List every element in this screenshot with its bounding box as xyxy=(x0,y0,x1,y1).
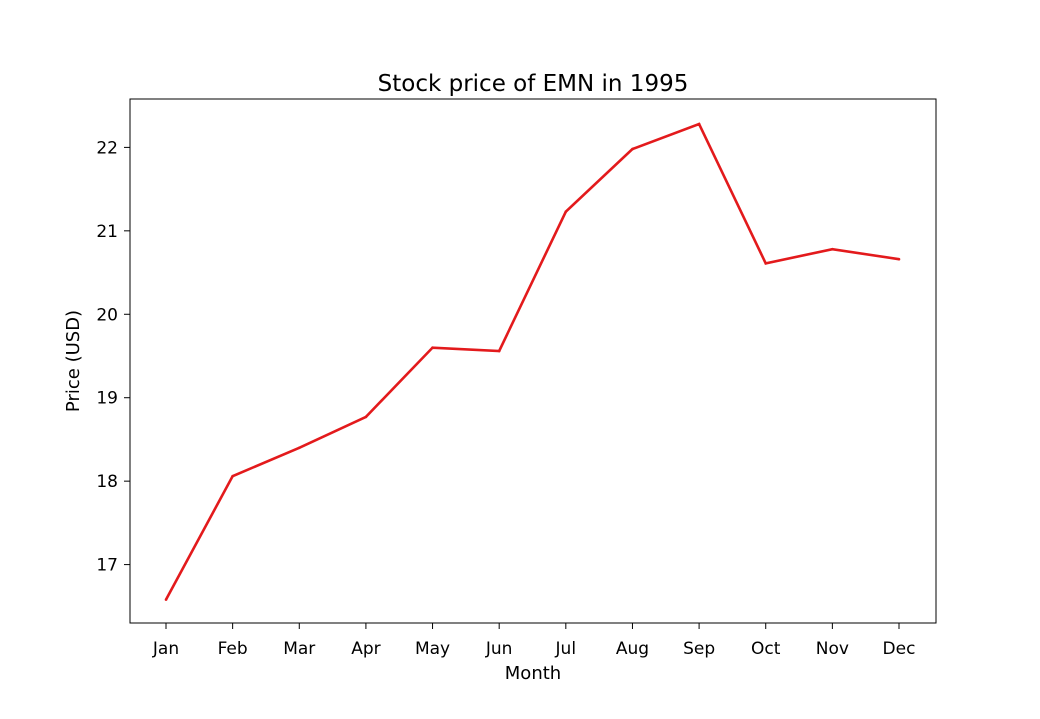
x-tick-label: Sep xyxy=(683,639,715,659)
y-tick-label: 22 xyxy=(96,138,118,158)
data-point-dec xyxy=(897,257,901,261)
series-line xyxy=(164,122,900,601)
y-tick-label: 17 xyxy=(96,556,118,576)
x-tick-label: Mar xyxy=(283,639,315,659)
data-point-jun xyxy=(497,349,501,353)
x-tick-label: Jul xyxy=(555,639,577,659)
x-tick-label: Nov xyxy=(816,639,849,659)
y-axis-label: Price (USD) xyxy=(63,310,84,412)
x-tick-label: Aug xyxy=(616,639,649,659)
x-axis: Jan Feb Mar Apr May Jun Jul Aug Sep Oct Nov Dec xyxy=(152,623,916,659)
x-tick-label: May xyxy=(415,639,450,659)
data-point-aug xyxy=(631,147,634,151)
y-tick-label: 21 xyxy=(96,222,118,242)
data-point-mar xyxy=(297,446,301,450)
x-tick-label: Jan xyxy=(152,639,179,659)
data-point-jan xyxy=(164,598,168,601)
x-tick-label: Oct xyxy=(751,639,781,659)
data-point-oct xyxy=(764,262,768,265)
y-tick-label: 19 xyxy=(96,389,118,409)
chart-title: Stock price of EMN in 1995 xyxy=(378,71,689,97)
data-point-feb xyxy=(231,474,234,478)
y-tick-label: 20 xyxy=(96,305,118,325)
plot-area-frame xyxy=(129,98,937,624)
data-point-apr xyxy=(364,415,368,419)
data-point-may xyxy=(431,346,434,349)
data-point-jul xyxy=(564,210,568,213)
x-tick-label: Jun xyxy=(485,639,513,659)
x-tick-label: Feb xyxy=(218,639,248,659)
y-axis: 17 18 19 20 21 22 xyxy=(96,138,130,576)
x-axis-label: Month xyxy=(505,663,561,684)
data-point-sep xyxy=(697,122,701,126)
y-tick-label: 18 xyxy=(96,472,118,492)
x-tick-label: Apr xyxy=(351,639,380,659)
x-tick-label: Dec xyxy=(883,639,916,659)
data-point-nov xyxy=(831,247,834,251)
